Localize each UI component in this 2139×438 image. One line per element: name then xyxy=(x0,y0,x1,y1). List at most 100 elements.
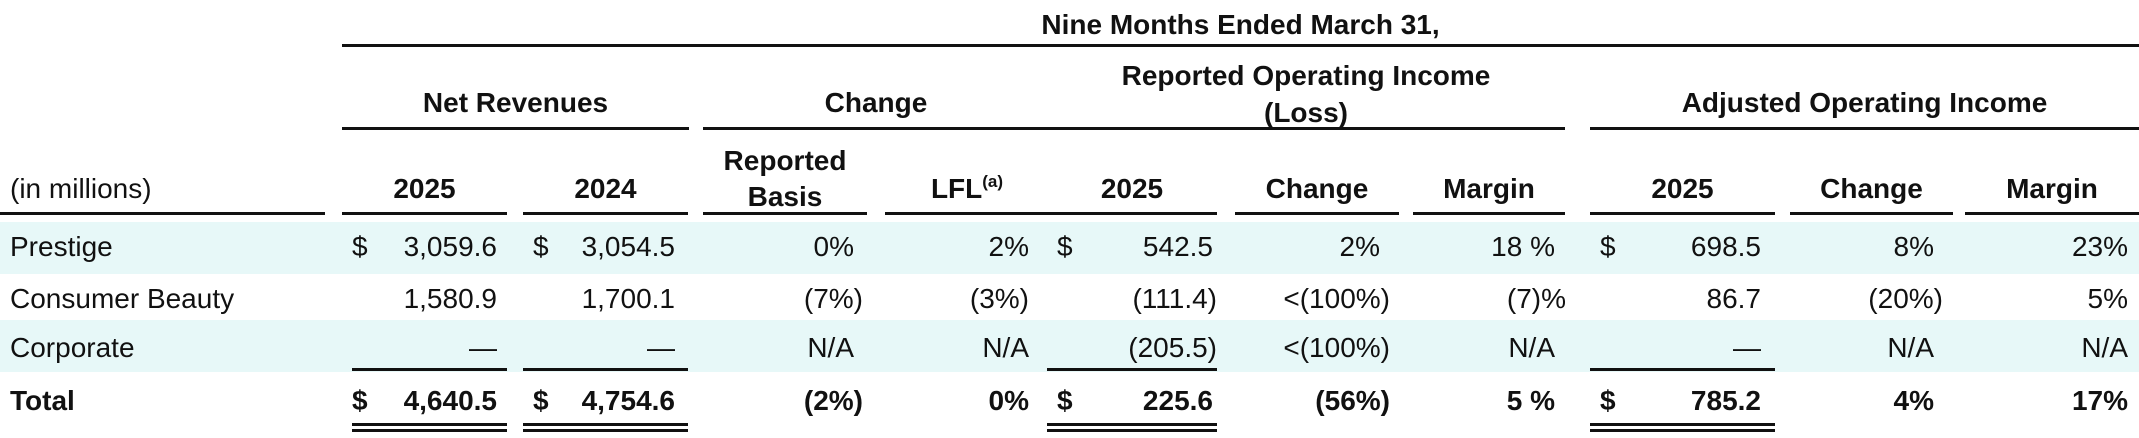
row-prestige-roi-change: 2% xyxy=(1339,231,1380,262)
row-total-lfl: 0% xyxy=(988,385,1029,416)
col-in-millions: (in millions) xyxy=(10,173,152,204)
row-consumer-beauty-label: Consumer Beauty xyxy=(10,283,235,314)
col-rule-nr-2024 xyxy=(523,212,688,215)
total-rule-aoi-2025-a xyxy=(1590,423,1775,426)
group-rule-adjusted-oi xyxy=(1590,127,2139,130)
col-aoi-margin: Margin xyxy=(2006,173,2098,204)
row-prestige-aoi-currency: $ xyxy=(1600,231,1616,262)
total-rule-nr-2025-a xyxy=(352,423,507,426)
group-reported-oi-line1: Reported Operating Income xyxy=(1121,60,1491,91)
row-corporate-aoi-margin: N/A xyxy=(2081,332,2128,363)
row-prestige-roi2025: 542.5 xyxy=(1142,231,1213,262)
col-lfl: LFL(a) xyxy=(885,172,1049,206)
total-rule-roi-2025-a xyxy=(1047,423,1217,426)
row-corporate-nr2025: — xyxy=(469,332,497,363)
row-consumer-beauty-aoi-margin: 5% xyxy=(2087,283,2128,314)
row-total-roi2025: 225.6 xyxy=(1142,385,1213,416)
row-prestige-nr2024-currency: $ xyxy=(533,231,549,262)
row-total-nr2024-currency: $ xyxy=(533,385,549,416)
row-band-prestige xyxy=(0,222,2139,274)
col-rule-nr-2025 xyxy=(342,212,507,215)
row-total-aoi-change: 4% xyxy=(1893,385,1934,416)
group-reported-oi-line2: (Loss) xyxy=(1264,97,1348,128)
subtotal-rule-nr-2025 xyxy=(352,368,507,371)
row-consumer-beauty-nr2025: 1,580.9 xyxy=(403,283,497,314)
row-corporate-aoi2025: — xyxy=(1733,332,1761,363)
col-reported-line2: Basis xyxy=(747,181,823,212)
row-total-aoi2025: 785.2 xyxy=(1690,385,1761,416)
col-rule-roi-change xyxy=(1235,212,1399,215)
col-aoi-change: Change xyxy=(1820,173,1923,204)
col-lfl-footnote: (a) xyxy=(982,172,1004,191)
group-adjusted-oi: Adjusted Operating Income xyxy=(1681,87,2048,118)
row-prestige-aoi2025: 698.5 xyxy=(1690,231,1761,262)
row-total-nr2025-currency: $ xyxy=(352,385,368,416)
group-rule-change xyxy=(703,127,1049,130)
row-total-roi-margin: 5 % xyxy=(1506,385,1555,416)
row-consumer-beauty-roi2025: (111.4) xyxy=(1132,283,1217,314)
row-total-reported: (2%) xyxy=(803,385,863,416)
row-corporate-roi2025: (205.5) xyxy=(1128,332,1217,363)
col-rule-roi-2025 xyxy=(1047,212,1217,215)
subtotal-rule-nr-2024 xyxy=(523,368,688,371)
group-rule-net-revenues xyxy=(342,127,689,130)
row-total-roi-change: (56%) xyxy=(1315,385,1390,416)
col-rule-label xyxy=(0,212,325,215)
row-corporate-roi-margin: N/A xyxy=(1508,332,1555,363)
group-net-revenues: Net Revenues xyxy=(422,87,609,118)
col-aoi-2025: 2025 xyxy=(1651,173,1714,204)
subtotal-rule-roi-2025 xyxy=(1047,368,1217,371)
col-rule-aoi-margin xyxy=(1965,212,2139,215)
row-corporate-roi-change: <(100%) xyxy=(1283,332,1390,363)
col-rule-reported xyxy=(703,212,867,215)
row-prestige-roi-margin: 18 % xyxy=(1491,231,1555,262)
row-prestige-nr2024: 3,054.5 xyxy=(581,231,675,262)
total-rule-roi-2025-b xyxy=(1047,429,1217,432)
col-rule-roi-margin xyxy=(1413,212,1565,215)
row-prestige-nr2025: 3,059.6 xyxy=(403,231,497,262)
row-total-label: Total xyxy=(10,385,75,416)
row-prestige-reported: 0% xyxy=(813,231,854,262)
row-corporate-label: Corporate xyxy=(10,332,135,363)
col-roi-2025: 2025 xyxy=(1100,173,1164,204)
row-corporate-aoi-change: N/A xyxy=(1887,332,1934,363)
row-consumer-beauty-nr2024: 1,700.1 xyxy=(581,283,675,314)
row-corporate-lfl: N/A xyxy=(982,332,1029,363)
row-consumer-beauty-aoi2025: 86.7 xyxy=(1706,283,1762,314)
col-rule-aoi-change xyxy=(1790,212,1953,215)
col-roi-change: Change xyxy=(1265,173,1369,204)
col-rule-lfl xyxy=(885,212,1049,215)
total-rule-nr-2024-a xyxy=(523,423,688,426)
row-total-nr2024: 4,754.6 xyxy=(581,385,675,416)
row-total-nr2025: 4,640.5 xyxy=(403,385,497,416)
period-rule xyxy=(342,44,2139,47)
row-prestige-lfl: 2% xyxy=(988,231,1029,262)
row-total-aoi-margin: 17% xyxy=(2071,385,2128,416)
col-nr-2025: 2025 xyxy=(393,173,456,204)
total-rule-nr-2024-b xyxy=(523,429,688,432)
group-rule-reported-oi xyxy=(1047,127,1565,130)
row-prestige-roi-currency: $ xyxy=(1057,231,1073,262)
col-nr-2024: 2024 xyxy=(574,173,637,204)
row-prestige-aoi-margin: 23% xyxy=(2071,231,2128,262)
row-consumer-beauty-roi-change: <(100%) xyxy=(1283,283,1390,314)
row-consumer-beauty-aoi-change: (20%) xyxy=(1868,283,1943,314)
col-roi-margin: Margin xyxy=(1443,173,1535,204)
row-prestige-aoi-change: 8% xyxy=(1893,231,1934,262)
row-corporate-nr2024: — xyxy=(647,332,675,363)
row-total-aoi-currency: $ xyxy=(1600,385,1616,416)
total-rule-nr-2025-b xyxy=(352,429,507,432)
row-band-corporate xyxy=(0,320,2139,372)
total-rule-aoi-2025-b xyxy=(1590,429,1775,432)
row-consumer-beauty-roi-margin: (7)% xyxy=(1506,283,1566,314)
row-consumer-beauty-lfl: (3%) xyxy=(969,283,1029,314)
group-change: Change xyxy=(824,87,928,118)
col-reported-line1: Reported xyxy=(723,145,847,176)
row-consumer-beauty-reported: (7%) xyxy=(803,283,863,314)
col-lfl-label: LFL xyxy=(930,173,983,204)
col-rule-aoi-2025 xyxy=(1590,212,1775,215)
subtotal-rule-aoi-2025 xyxy=(1590,368,1775,371)
row-total-roi-currency: $ xyxy=(1057,385,1073,416)
period-header: Nine Months Ended March 31, xyxy=(1041,9,1440,40)
row-corporate-reported: N/A xyxy=(807,332,854,363)
